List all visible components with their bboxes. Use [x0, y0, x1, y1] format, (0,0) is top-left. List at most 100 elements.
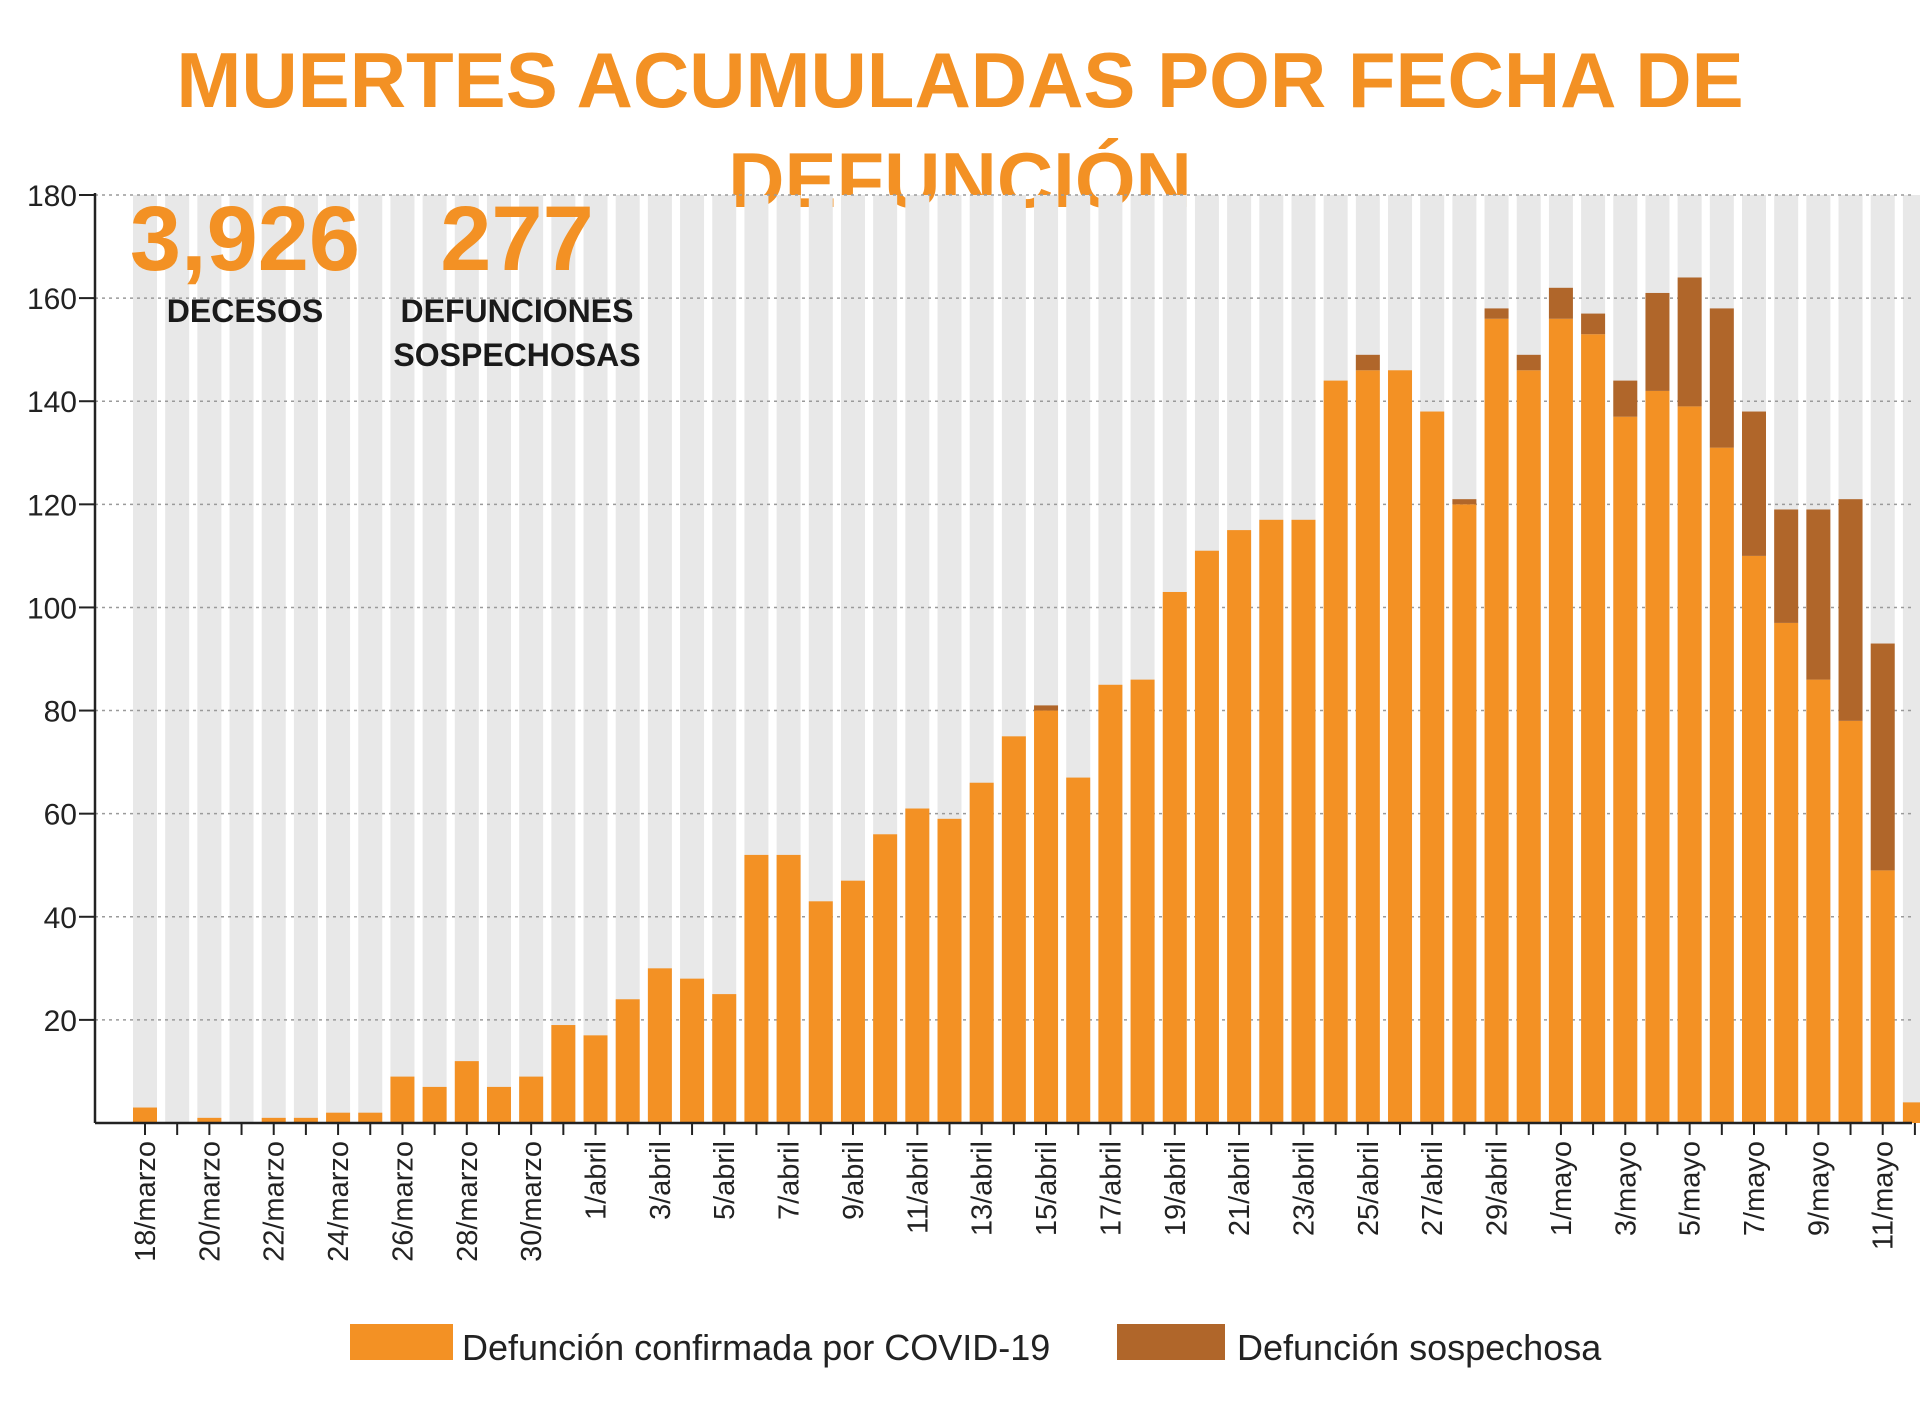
bar-suspected	[1034, 705, 1059, 711]
bar-confirmed	[519, 1076, 544, 1123]
x-tick-label: 5/mayo	[1675, 1141, 1707, 1236]
column-bg	[615, 195, 640, 1123]
stat-value-decesos: 3,926	[130, 188, 360, 290]
bar-confirmed	[390, 1076, 415, 1123]
bars	[133, 277, 1920, 1124]
x-tick-label: 28/marzo	[452, 1141, 484, 1262]
bar-confirmed	[326, 1112, 351, 1123]
bar-confirmed	[1870, 870, 1895, 1123]
bar-suspected	[1484, 308, 1509, 319]
column-bg	[454, 195, 479, 1123]
x-tick-label: 27/abril	[1417, 1141, 1449, 1236]
stat-sospechosas: 277 DEFUNCIONES SOSPECHOSAS	[393, 188, 640, 373]
bar-confirmed	[808, 901, 833, 1123]
bar-suspected	[1452, 499, 1477, 505]
x-tick-label: 3/mayo	[1610, 1141, 1642, 1236]
stat-label-decesos: DECESOS	[167, 293, 323, 329]
bar-confirmed	[1420, 411, 1445, 1123]
x-tick-label: 11/mayo	[1868, 1141, 1900, 1250]
x-tick-label: 21/abril	[1224, 1141, 1256, 1236]
x-tick-label: 9/abril	[838, 1141, 870, 1220]
bar-confirmed	[1034, 710, 1059, 1123]
column-bg	[551, 195, 576, 1123]
bar-confirmed	[486, 1086, 511, 1123]
x-tick-label: 23/abril	[1288, 1141, 1320, 1236]
bar-confirmed	[454, 1061, 479, 1123]
bar-confirmed	[197, 1117, 222, 1123]
stat-label-sospechosas-line2: SOSPECHOSAS	[393, 337, 640, 373]
column-bg	[358, 195, 383, 1123]
bar-suspected	[1742, 411, 1766, 556]
bar-confirmed	[744, 854, 769, 1123]
legend-label-suspected: Defunción sospechosa	[1237, 1327, 1602, 1368]
x-tick-label: 30/marzo	[516, 1141, 548, 1262]
x-tick-label: 11/abril	[902, 1141, 934, 1234]
bar-confirmed	[1162, 591, 1187, 1123]
stat-label-sospechosas-line1: DEFUNCIONES	[401, 293, 634, 329]
bar-confirmed	[583, 1035, 608, 1123]
bar-confirmed	[551, 1025, 576, 1123]
bar-confirmed	[647, 968, 672, 1123]
bar-suspected	[1355, 354, 1380, 371]
y-tick-label: 160	[27, 283, 77, 316]
bar-confirmed	[133, 1107, 157, 1123]
bar-confirmed	[1001, 736, 1026, 1123]
legend: Defunción confirmada por COVID-19 Defunc…	[350, 1324, 1602, 1368]
bar-confirmed	[1709, 447, 1734, 1124]
column-bg	[293, 195, 318, 1123]
y-tick-label: 60	[44, 799, 77, 832]
legend-label-confirmed: Defunción confirmada por COVID-19	[462, 1327, 1050, 1368]
bar-confirmed	[1613, 416, 1638, 1123]
bar-confirmed	[1838, 720, 1863, 1123]
bar-confirmed	[1355, 370, 1380, 1123]
legend-swatch-confirmed	[350, 1324, 453, 1360]
bar-confirmed	[873, 834, 898, 1123]
bar-confirmed	[1484, 318, 1509, 1123]
column-bg	[390, 195, 415, 1123]
x-tick-label: 13/abril	[967, 1141, 999, 1236]
bar-confirmed	[1291, 519, 1316, 1123]
bar-suspected	[1677, 277, 1702, 407]
bar-confirmed	[776, 854, 801, 1123]
bar-suspected	[1645, 292, 1670, 391]
x-tick-label: 26/marzo	[387, 1141, 419, 1262]
column-bg	[486, 195, 511, 1123]
column-bg	[519, 195, 544, 1123]
y-tick-label: 80	[44, 696, 77, 729]
bar-confirmed	[1806, 679, 1831, 1123]
column-bg	[133, 195, 157, 1123]
bar-confirmed	[1902, 1102, 1920, 1123]
x-tick-label: 24/marzo	[323, 1141, 355, 1262]
bar-confirmed	[1645, 390, 1670, 1123]
bar-confirmed	[1259, 519, 1284, 1123]
bar-confirmed	[293, 1117, 318, 1123]
bar-confirmed	[1581, 334, 1606, 1123]
column-bg	[261, 195, 286, 1123]
bar-confirmed	[905, 808, 930, 1123]
x-tick-label: 22/marzo	[259, 1141, 291, 1262]
y-tick-label: 20	[44, 1005, 77, 1038]
y-tick-label: 140	[27, 386, 77, 419]
y-tick-label: 120	[27, 489, 77, 522]
bar-suspected	[1613, 380, 1638, 417]
chart-title: MUERTES ACUMULADAS POR FECHA DE DEFUNCIÓ…	[176, 36, 1744, 224]
bar-suspected	[1838, 499, 1863, 721]
column-bg	[326, 195, 351, 1123]
gridlines	[79, 194, 1912, 1021]
column-bg	[197, 195, 222, 1123]
x-tick-label: 25/abril	[1353, 1141, 1385, 1236]
bar-confirmed	[937, 818, 962, 1123]
column-bg	[422, 195, 447, 1123]
x-tick-label: 20/marzo	[194, 1141, 226, 1262]
x-tick-label: 1/abril	[581, 1141, 613, 1220]
x-tick-label: 15/abril	[1031, 1141, 1063, 1236]
bar-confirmed	[1742, 555, 1766, 1123]
bar-confirmed	[1323, 380, 1348, 1124]
x-tick-label: 1/mayo	[1546, 1141, 1578, 1236]
bar-confirmed	[1516, 370, 1541, 1123]
bar-confirmed	[1548, 318, 1573, 1123]
bar-suspected	[1516, 354, 1541, 371]
bar-confirmed	[1194, 550, 1219, 1123]
bar-suspected	[1870, 643, 1895, 871]
